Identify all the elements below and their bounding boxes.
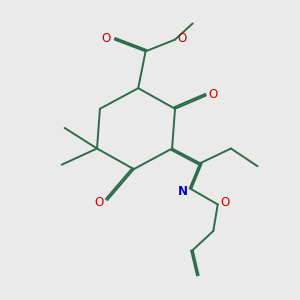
Text: O: O [94,196,104,208]
Text: N: N [178,185,188,198]
Text: O: O [209,88,218,100]
Text: O: O [102,32,111,45]
Text: O: O [220,196,230,209]
Text: O: O [178,32,187,45]
